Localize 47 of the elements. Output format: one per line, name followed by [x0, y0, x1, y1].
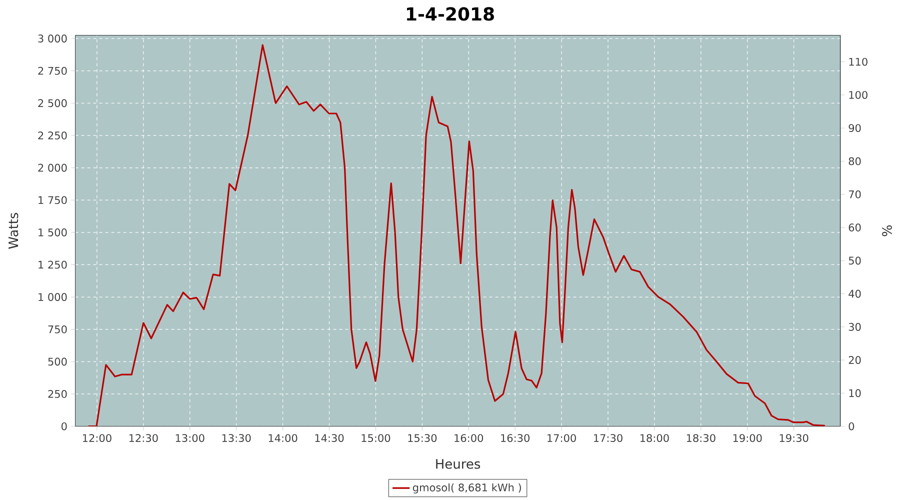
x-tick-label: 12:00	[82, 434, 112, 442]
y2-tick-label: 90	[848, 124, 861, 132]
x-tick-label: 13:00	[176, 434, 204, 442]
x-axis-title: Heures	[436, 459, 480, 469]
y2-tick-label: 50	[848, 256, 861, 265]
y2-tick-label: 20	[848, 356, 861, 364]
y-tick-label: 1 000	[38, 293, 67, 301]
y2-tick-label: 0	[848, 422, 854, 430]
y2-tick-label: 60	[848, 224, 861, 232]
y-tick-label: 500	[48, 358, 67, 366]
y2-tick-label: 40	[848, 290, 861, 298]
x-tick-label: 18:30	[686, 434, 716, 442]
y-tick-label: 1 500	[38, 228, 67, 236]
y-tick-label: 3 000	[38, 34, 67, 42]
y-tick-label: 1 250	[38, 260, 67, 269]
x-tick-label: 17:00	[548, 434, 576, 442]
x-tick-label: 16:30	[501, 434, 530, 442]
y-tick-label: 2 000	[38, 164, 67, 172]
chart-title: 1-4-2018	[406, 7, 494, 21]
x-tick-label: 13:30	[222, 434, 251, 442]
x-tick-label: 17:30	[594, 434, 622, 442]
x-tick-label: 15:30	[408, 434, 437, 442]
x-tick-label: 12:30	[129, 434, 158, 442]
y-tick-label: 2 250	[38, 131, 67, 140]
legend-label: gmosol( 8,681 kWh )	[412, 483, 521, 494]
y2-tick-label: 10	[849, 389, 861, 398]
y2-tick-label: 80	[848, 157, 861, 166]
y2-tick-label: 70	[848, 190, 861, 198]
y-tick-label: 0	[62, 422, 67, 430]
x-tick-label: 19:30	[780, 434, 808, 442]
y-tick-label: 2 500	[38, 99, 67, 108]
y2-axis-title: %	[882, 225, 892, 236]
y2-tick-label: 110	[849, 58, 868, 66]
x-tick-label: 16:00	[454, 434, 484, 442]
y-tick-label: 250	[48, 390, 67, 398]
x-tick-label: 14:30	[315, 434, 344, 442]
x-tick-label: 15:00	[362, 434, 390, 442]
x-tick-label: 18:00	[640, 434, 669, 442]
y2-tick-label: 100	[849, 90, 868, 99]
y-axis-title: Watts	[8, 212, 18, 249]
x-tick-label: 19:00	[733, 434, 762, 442]
y-tick-label: 750	[48, 325, 67, 334]
y2-tick-label: 30	[848, 322, 861, 331]
x-tick-label: 14:00	[268, 434, 298, 442]
y-tick-label: 2 750	[38, 66, 67, 75]
line-series	[88, 44, 826, 426]
y-tick-label: 1 750	[38, 196, 67, 204]
